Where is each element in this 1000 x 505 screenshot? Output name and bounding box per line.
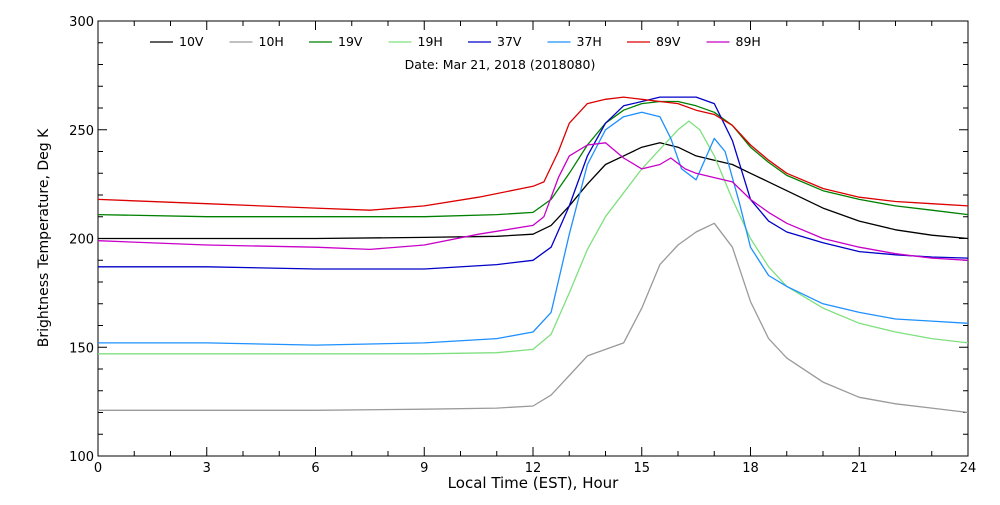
x-tick-label: 0: [94, 461, 102, 476]
legend-label: 89V: [656, 34, 681, 49]
y-tick-label: 200: [69, 233, 94, 248]
y-tick-label: 250: [69, 124, 94, 139]
legend-label: 37H: [577, 34, 602, 49]
y-axis-label: Brightness Temperature, Deg K: [36, 128, 52, 347]
x-tick-label: 12: [525, 461, 542, 476]
legend: 10V 10H 19V 19H 37V 37H 89V 89H: [150, 34, 761, 49]
series-line-37v: [98, 96, 969, 270]
y-tick-label: 150: [69, 341, 94, 356]
legend-label: 19H: [418, 34, 443, 49]
x-tick-label: 6: [311, 461, 319, 476]
x-tick-label: 24: [960, 461, 977, 476]
series-line-19v: [97, 100, 969, 218]
x-tick-label: 18: [742, 461, 759, 476]
series-line-89h: [97, 142, 969, 261]
legend-label: 37V: [497, 34, 522, 49]
legend-label: 10H: [259, 34, 284, 49]
series-line-37h: [98, 111, 969, 346]
x-tick-label: 21: [851, 461, 868, 476]
y-tick-label: 300: [69, 15, 94, 30]
series-line-89v: [97, 96, 969, 211]
x-axis-ticks: 0 3 6 9 12 15 18 21 24: [94, 21, 976, 476]
x-tick-label: 9: [420, 461, 428, 476]
legend-label: 10V: [179, 34, 204, 49]
x-axis-label: Local Time (EST), Hour: [448, 474, 619, 492]
series-line-10h: [98, 222, 969, 414]
series-line-19h: [98, 120, 969, 355]
x-tick-label: 3: [203, 461, 211, 476]
y-axis-ticks: 100 150 200 250 300: [69, 15, 968, 465]
legend-label: 89H: [736, 34, 761, 49]
series-layer: [97, 96, 969, 414]
legend-label: 19V: [338, 34, 363, 49]
y-tick-label: 100: [69, 450, 94, 465]
series-line-10v: [98, 142, 969, 240]
chart-subtitle: Date: Mar 21, 2018 (2018080): [405, 57, 596, 72]
x-tick-label: 15: [633, 461, 650, 476]
